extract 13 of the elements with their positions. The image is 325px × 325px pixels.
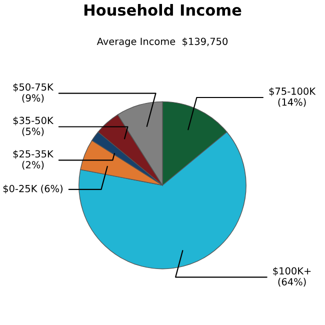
slice-label: $100K+ (273, 267, 311, 276)
data-label: (14%) (278, 98, 306, 107)
slice-label: $0-25K (6%) (3, 184, 62, 194)
data-label: (2%) (22, 160, 44, 170)
slice-label: $25-35K (13, 150, 54, 159)
slice-label: $50-75K (13, 83, 54, 92)
slice-label: $35-50K (13, 116, 54, 126)
data-label: (64%) (278, 278, 306, 287)
slice-label: $75-100K (269, 87, 316, 96)
chart-subtitle: Average Income $139,750 (96, 38, 228, 47)
data-label: (5%) (22, 128, 44, 136)
chart-title: Household Income (84, 4, 242, 16)
data-label: (9%) (22, 94, 44, 103)
